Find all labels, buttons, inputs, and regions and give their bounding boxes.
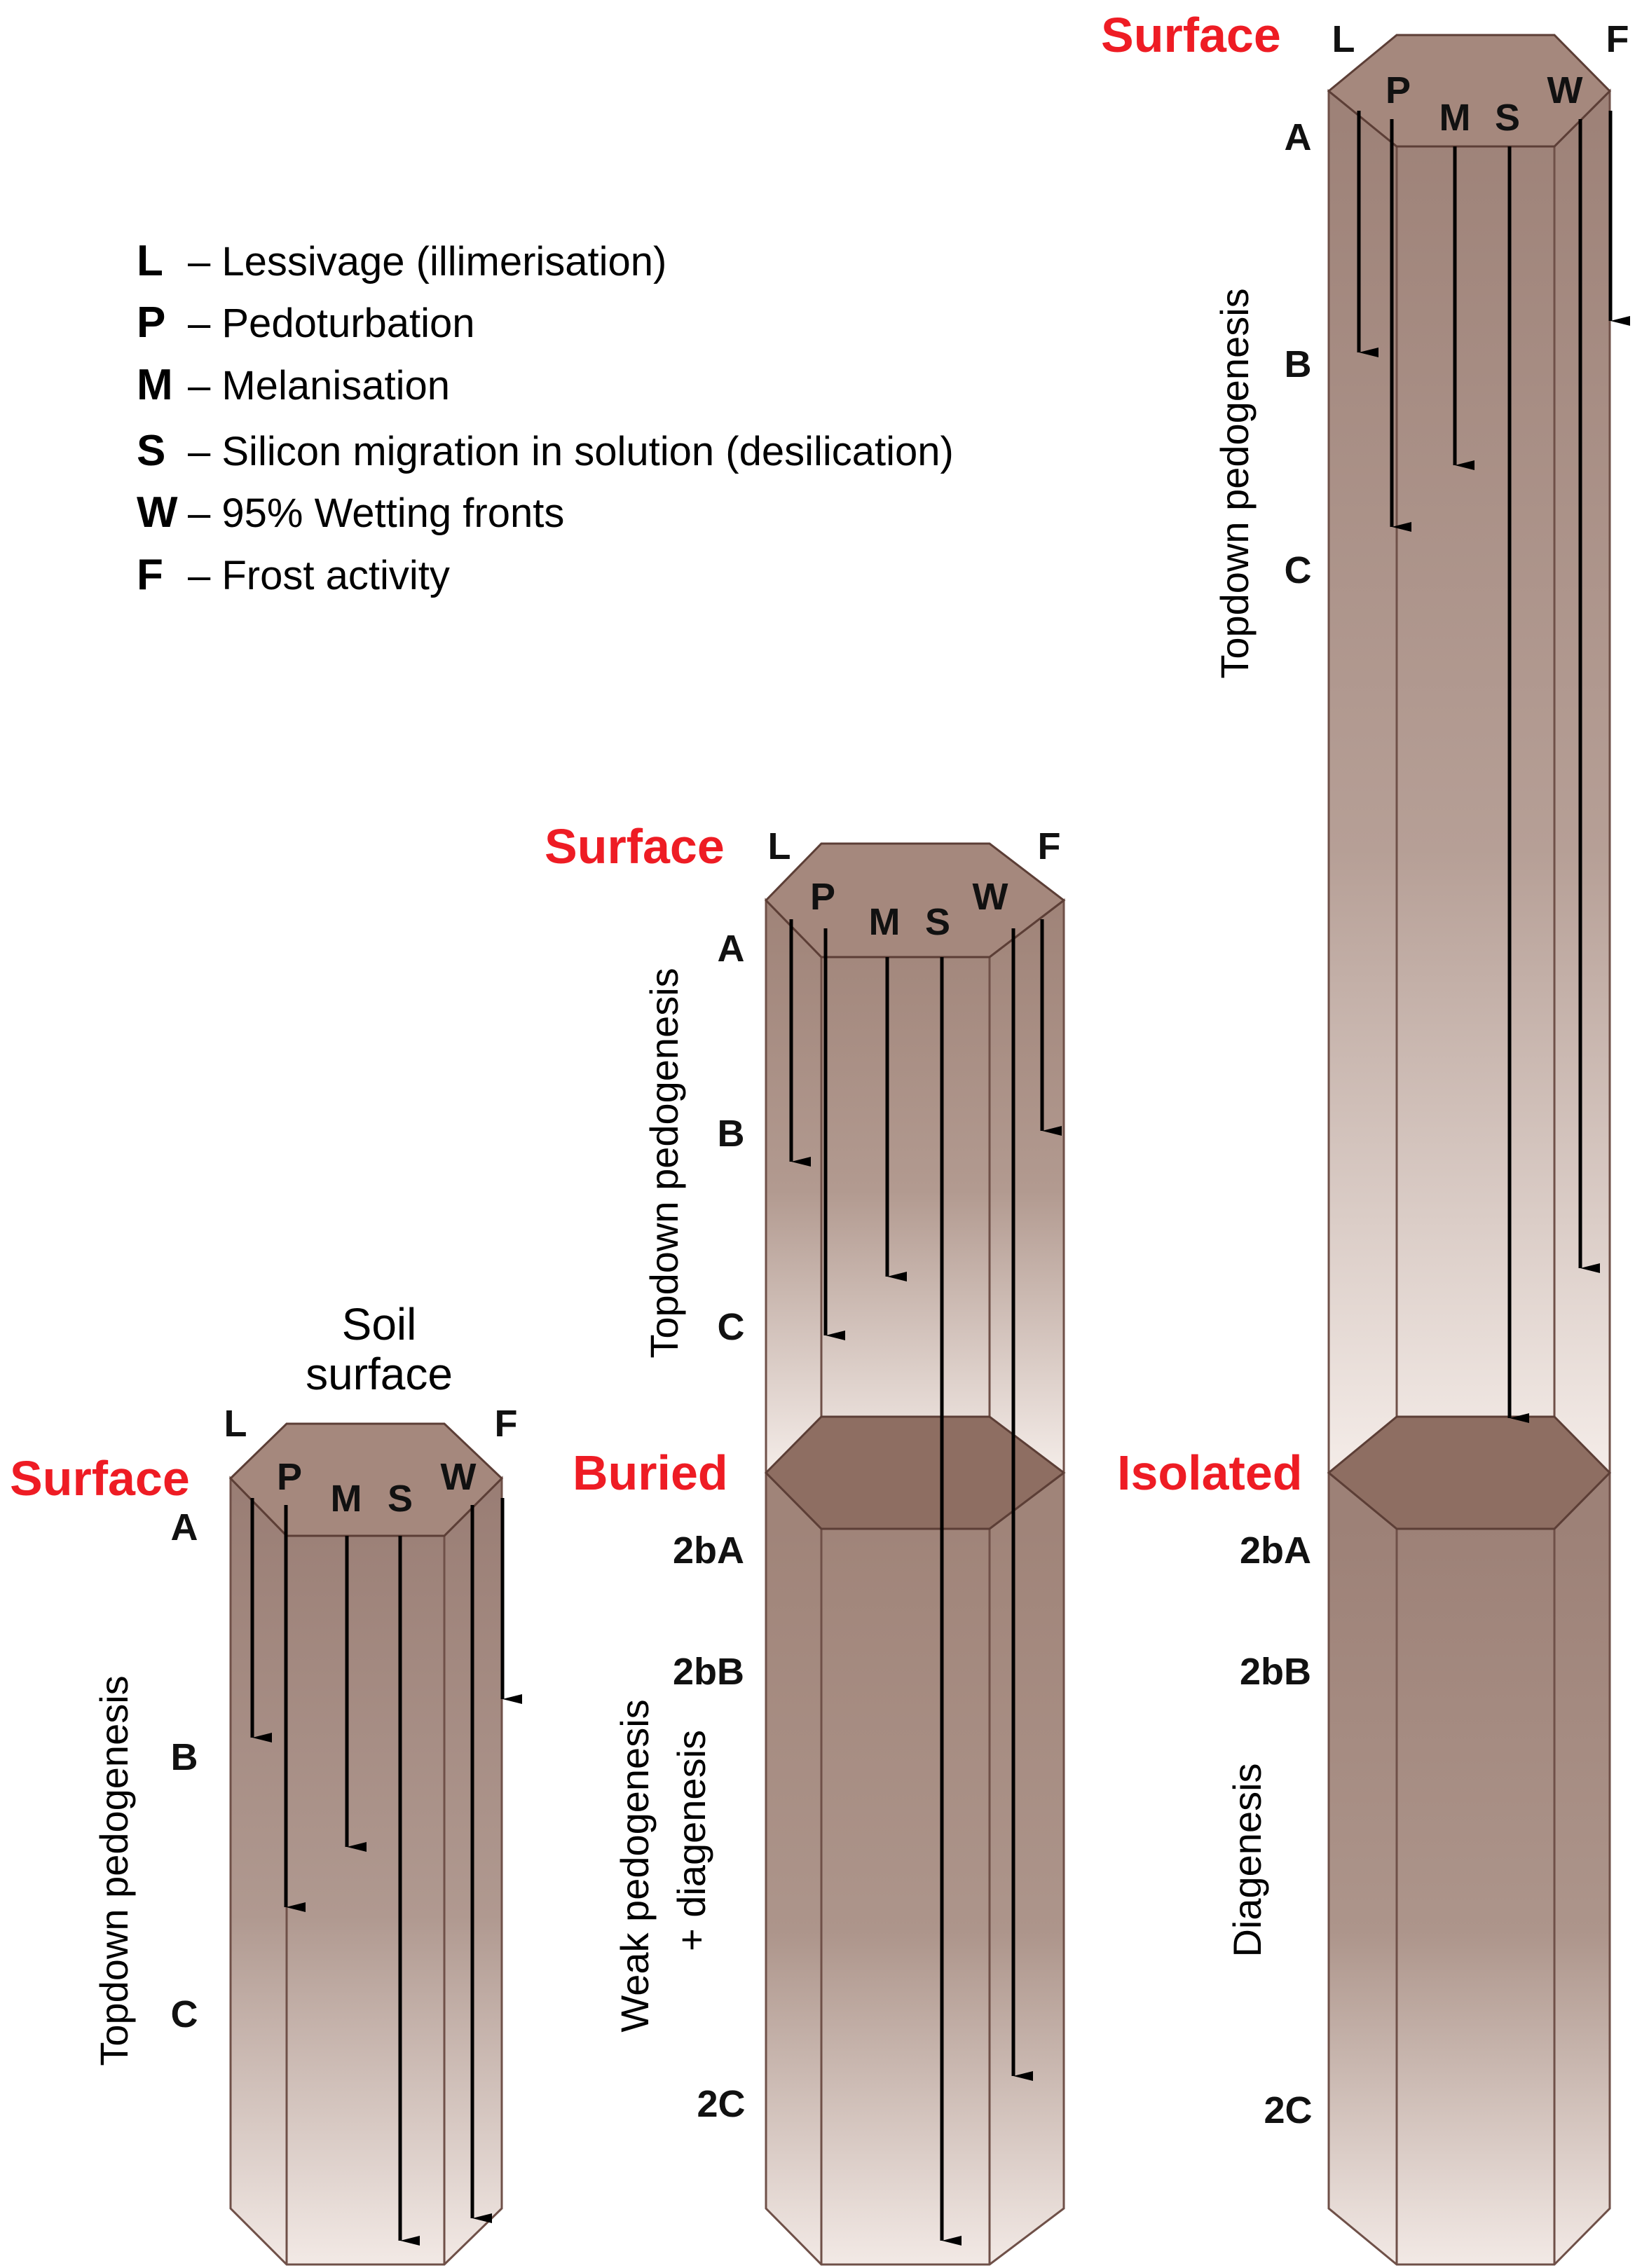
column-third-lower-body — [1327, 1470, 1611, 2266]
legend-row-lessivage: L – Lessivage (illimerisation) — [137, 237, 666, 285]
column-first-side-label: Topdown pedogenesis — [92, 1675, 136, 2066]
column-first-soil-caption-line2: surface — [306, 1349, 453, 1399]
column-first-letter-m: M — [331, 1478, 362, 1520]
legend-key-l: L — [137, 237, 163, 285]
column-first-letter-l: L — [224, 1403, 247, 1445]
column-first-letter-w: W — [441, 1456, 477, 1498]
column-second-letter-s: S — [925, 901, 950, 943]
column-third-surface-label: Surface — [1101, 8, 1281, 62]
legend-row-pedoturbation: P – Pedoturbation — [137, 298, 475, 347]
legend-row-wetting: W – 95% Wetting fronts — [137, 488, 564, 537]
column-first-soil-caption-line1: Soil — [342, 1299, 417, 1349]
column-third-horizon-a: A — [1285, 116, 1312, 158]
legend-text-lessivage: – Lessivage (illimerisation) — [188, 239, 666, 284]
column-third-top-hexagon — [1327, 34, 1612, 148]
column-second-horizon-c: C — [718, 1306, 745, 1348]
column-third-lower-side-label: Diagenesis — [1225, 1763, 1269, 1957]
column-first-body — [229, 1476, 503, 2266]
legend-row-frost: F – Frost activity — [137, 551, 450, 599]
column-third: L P M S W F Surface Isolated A B C 2bA 2… — [1101, 8, 1630, 2266]
column-first-horizon-c: C — [171, 1993, 198, 2035]
column-third-letter-f: F — [1606, 18, 1629, 60]
column-second-horizon-a: A — [718, 928, 745, 970]
column-second-buried-label: Buried — [573, 1445, 728, 1500]
column-second-letter-f: F — [1038, 825, 1061, 867]
legend-key-f: F — [137, 551, 163, 599]
column-second-boundary-hexagon — [764, 1415, 1066, 1530]
column-second-lower-side-label-line1: Weak pedogenesis — [613, 1699, 657, 2032]
column-second-letter-l: L — [768, 825, 791, 867]
column-second-letter-p: P — [810, 876, 835, 918]
column-second: L P M S W F Surface Buried A B C 2bA 2bB… — [545, 819, 1066, 2266]
column-first-letter-p: P — [277, 1456, 302, 1498]
column-third-horizon-c: C — [1285, 549, 1312, 591]
column-second-horizon-2c: 2C — [697, 2083, 745, 2125]
column-third-horizon-b: B — [1285, 343, 1312, 385]
column-second-surface-label: Surface — [545, 819, 725, 874]
legend-text-pedoturbation: – Pedoturbation — [188, 301, 475, 346]
column-third-letter-p: P — [1385, 69, 1411, 111]
legend-text-melanisation: – Melanisation — [188, 363, 450, 408]
column-third-isolated-label: Isolated — [1117, 1445, 1303, 1500]
column-third-horizon-2bb: 2bB — [1240, 1651, 1311, 1693]
column-second-letter-m: M — [869, 901, 901, 943]
legend-row-melanisation: M – Melanisation — [137, 361, 450, 409]
legend-text-silicon: – Silicon migration in solution (desilic… — [188, 429, 954, 474]
column-third-boundary-hexagon — [1327, 1415, 1612, 1530]
column-second-lower-side-label-line2: + diagenesis — [669, 1730, 713, 1951]
legend-key-p: P — [137, 298, 165, 347]
legend-row-silicon: S – Silicon migration in solution (desil… — [137, 427, 954, 475]
column-first-horizon-a: A — [171, 1506, 198, 1548]
column-second-upper-side-label: Topdown pedogenesis — [642, 968, 686, 1358]
legend-key-w: W — [137, 488, 178, 537]
column-first-letter-s: S — [388, 1478, 413, 1520]
column-third-upper-side-label: Topdown pedogenesis — [1212, 288, 1257, 678]
column-first-horizon-b: B — [171, 1736, 198, 1778]
column-second-horizon-b: B — [718, 1113, 745, 1155]
column-second-letter-w: W — [973, 876, 1008, 918]
column-third-letter-w: W — [1547, 69, 1583, 111]
column-third-letter-l: L — [1332, 18, 1355, 60]
column-second-horizon-2bb: 2bB — [673, 1651, 744, 1693]
column-second-top-hexagon — [764, 842, 1066, 958]
column-third-horizon-2c: 2C — [1264, 2089, 1312, 2131]
column-third-letter-m: M — [1439, 97, 1471, 139]
column-second-lower-body — [765, 1470, 1065, 2266]
legend-text-wetting: – 95% Wetting fronts — [188, 490, 564, 536]
column-third-upper-body — [1327, 88, 1611, 1530]
legend-key-m: M — [137, 361, 173, 409]
column-first-state-label: Surface — [10, 1451, 190, 1506]
column-third-letter-s: S — [1495, 97, 1520, 139]
legend-text-frost: – Frost activity — [188, 553, 450, 598]
legend: L – Lessivage (illimerisation) P – Pedot… — [137, 237, 954, 599]
column-first: L P M S W F Soil surface Surface A B C T… — [10, 1299, 522, 2266]
column-third-horizon-2ba: 2bA — [1240, 1530, 1311, 1572]
column-second-horizon-2ba: 2bA — [673, 1530, 744, 1572]
legend-key-s: S — [137, 427, 165, 475]
column-first-letter-f: F — [495, 1403, 518, 1445]
